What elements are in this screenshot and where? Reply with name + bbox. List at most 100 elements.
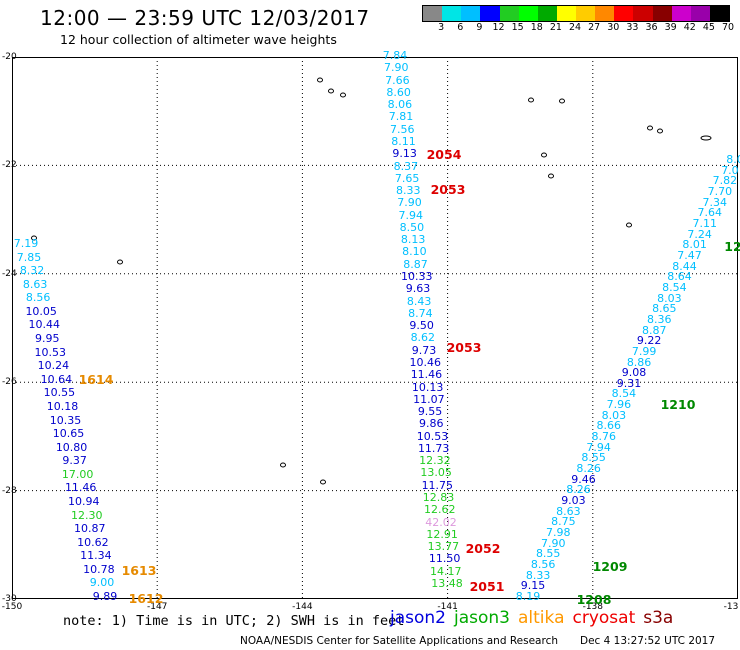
wave-height-east: 7.99: [631, 344, 657, 358]
scale-label: 6: [457, 22, 464, 33]
wave-height-west: 7.19: [13, 237, 39, 250]
wave-height-center: 9.63: [405, 282, 431, 296]
wave-height-east: 8.87: [641, 323, 667, 337]
wave-height-east: 8.55: [535, 547, 561, 561]
scale-swatch: [652, 6, 672, 21]
mission-jason3: jason3: [454, 608, 510, 628]
scale-swatch: [442, 6, 462, 21]
wave-height-west: 10.05: [25, 304, 57, 318]
wave-height-west: 10.24: [37, 359, 70, 373]
pass-time-label: 2053: [446, 340, 482, 355]
scale-swatch: [556, 6, 576, 21]
scale-swatch: [709, 6, 729, 21]
scale-swatch: [480, 6, 500, 21]
scale-label: 15: [511, 22, 524, 33]
map-title: 12:00 — 23:59 UTC 12/03/2017: [40, 6, 370, 30]
wave-height-center: 8.74: [408, 306, 433, 320]
longitude-label: -150: [1, 602, 23, 612]
island-outline: [700, 135, 712, 141]
wave-height-east: 8.63: [556, 504, 581, 518]
units-note: note: 1) Time is in UTC; 2) SWH is in fe…: [63, 613, 405, 629]
latitude-label: -22: [2, 160, 17, 171]
scale-swatch: [518, 6, 538, 21]
wave-height-center: 10.53: [416, 429, 449, 443]
wave-height-east: 7.70: [707, 184, 733, 198]
wave-height-center: 12.83: [422, 491, 455, 505]
wave-height-center: 12.62: [423, 503, 456, 517]
island-outline: [626, 222, 632, 228]
wave-height-west: 10.65: [52, 427, 85, 441]
longitude-label: -144: [292, 602, 313, 612]
pass-time-label: 1208: [576, 592, 612, 607]
wave-height-east: 8.56: [530, 558, 556, 572]
island-outline: [528, 97, 534, 103]
wave-height-center: 8.60: [386, 85, 411, 99]
wave-height-east: 9.31: [616, 376, 642, 390]
wave-height-east: 8.54: [611, 387, 637, 401]
pass-time-label: 1614: [78, 372, 114, 387]
scale-label: 12: [492, 22, 505, 33]
wave-height-west: 11.34: [80, 549, 112, 563]
wave-height-east: 8.19: [515, 590, 541, 603]
wave-height-center: 9.86: [419, 417, 444, 431]
pass-time-label: 1613: [121, 563, 157, 578]
wave-height-center: 11.75: [421, 478, 454, 492]
pass-time-label: 2054: [426, 147, 462, 162]
scale-label: 39: [664, 22, 677, 33]
wave-height-east: 8.33: [525, 568, 551, 582]
scale-label: 3: [438, 22, 445, 33]
pass-time-label: 1210: [660, 397, 696, 412]
wave-height-center: 12.91: [426, 527, 458, 541]
wave-height-center: 10.46: [409, 355, 441, 369]
island-outline: [340, 92, 346, 98]
wave-height-west: 10.53: [34, 345, 67, 359]
wave-height-east: 7.98: [546, 526, 571, 540]
wave-height-west: 10.94: [67, 494, 100, 508]
wave-height-west: 10.18: [46, 399, 79, 413]
scale-label: 36: [645, 22, 658, 33]
mission-jason2: jason2: [390, 608, 446, 628]
wave-height-center: 13.77: [427, 540, 460, 554]
pass-time-label: 2053: [430, 182, 466, 197]
wave-height-center: 11.07: [413, 392, 445, 406]
wave-height-center: 7.94: [398, 208, 423, 222]
wave-height-east: 8.55: [581, 451, 606, 465]
scale-swatch: [614, 6, 634, 21]
wave-height-west: 10.87: [74, 522, 106, 536]
wave-height-center: 7.90: [383, 61, 409, 75]
island-outline: [317, 77, 323, 83]
wave-height-east: 7.24: [687, 227, 712, 241]
scale-label: 30: [607, 22, 620, 33]
wave-height-west: 8.32: [19, 264, 45, 278]
wave-height-east: 7.47: [677, 248, 702, 262]
wave-height-east: 7.94: [586, 440, 611, 454]
scale-swatch: [499, 6, 519, 21]
latitude-label: -30: [2, 594, 17, 604]
scale-label: 9: [476, 22, 483, 33]
wave-height-center: 13.05: [420, 466, 452, 480]
wave-height-east: 7.90: [540, 536, 566, 550]
island-outline: [280, 462, 286, 468]
wave-height-east: 8.65: [652, 302, 677, 316]
wave-height-east: 8.03: [657, 291, 682, 305]
wave-height-east: 9.15: [520, 579, 546, 593]
scale-swatch: [537, 6, 557, 21]
wave-height-center: 14.17: [430, 564, 462, 578]
scale-swatch: [633, 6, 653, 21]
wave-height-center: 9.13: [392, 147, 417, 161]
wave-height-east: 8.01: [682, 238, 707, 252]
scale-label: 45: [702, 22, 715, 33]
footer-timestamp: Dec 4 13:27:52 UTC 2017: [580, 635, 716, 647]
wave-height-east: 8.36: [647, 312, 672, 326]
wave-height-east: 7.96: [606, 398, 632, 412]
wave-height-west: 9.00: [89, 576, 115, 590]
wave-height-west: 11.46: [64, 481, 97, 495]
wave-height-center: 13.48: [431, 577, 463, 590]
wave-height-west: 8.63: [22, 277, 48, 291]
wave-height-center: 11.46: [410, 368, 443, 382]
wave-height-west: 10.44: [28, 318, 60, 332]
wave-height-center: 8.62: [410, 331, 436, 345]
wave-height-center: 7.90: [397, 196, 422, 210]
